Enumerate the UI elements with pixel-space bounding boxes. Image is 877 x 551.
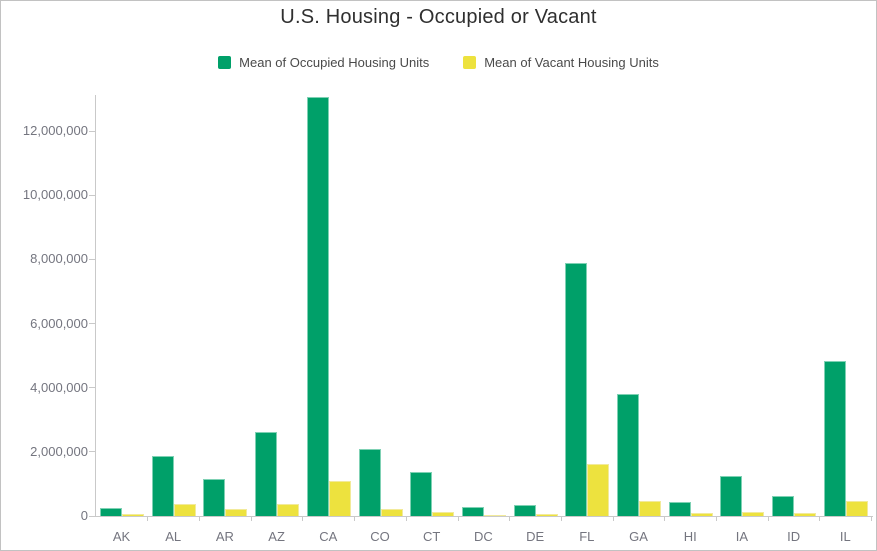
bar-occupied-al[interactable] <box>151 456 174 516</box>
x-label-co: CO <box>370 529 390 544</box>
bar-vacant-ia[interactable] <box>742 512 765 516</box>
x-label-ak: AK <box>112 529 131 544</box>
y-tick-mark-6000000 <box>89 323 95 324</box>
legend-item-occupied[interactable]: Mean of Occupied Housing Units <box>218 55 429 70</box>
bar-occupied-co[interactable] <box>358 449 381 516</box>
legend-label-vacant: Mean of Vacant Housing Units <box>484 55 659 70</box>
x-label-dc: DC <box>474 529 493 544</box>
x-label-ct: CT <box>423 529 441 544</box>
bar-vacant-fl[interactable] <box>587 464 610 516</box>
y-tick-mark-12000000 <box>89 130 95 132</box>
bar-occupied-ca[interactable] <box>306 97 329 516</box>
x-label-fl: FL <box>579 529 595 544</box>
x-label-az: AZ <box>268 529 285 544</box>
bar-vacant-co[interactable] <box>380 509 403 516</box>
x-label-ia: IA <box>735 529 749 544</box>
bar-vacant-ak[interactable] <box>122 514 144 516</box>
bar-vacant-de[interactable] <box>535 514 558 516</box>
legend-label-occupied: Mean of Occupied Housing Units <box>239 55 430 70</box>
y-tick-mark-2000000 <box>89 451 95 453</box>
bar-vacant-ga[interactable] <box>639 501 661 516</box>
x-label-ar: AR <box>215 529 234 544</box>
bar-occupied-az[interactable] <box>255 432 278 516</box>
chart-title: U.S. Housing - Occupied or Vacant <box>280 6 597 28</box>
bar-occupied-il[interactable] <box>823 361 846 516</box>
x-boundary-tick-13 <box>819 516 821 521</box>
bar-occupied-ak[interactable] <box>100 508 122 516</box>
chart-legend: Mean of Occupied Housing Units Mean of V… <box>0 55 877 70</box>
x-label-de: DE <box>526 529 545 544</box>
x-boundary-tick-14 <box>871 516 873 521</box>
y-tick-label-12000000: 12,000,000 <box>22 123 88 138</box>
bar-occupied-ar[interactable] <box>203 479 226 516</box>
x-label-ca: CA <box>319 529 338 544</box>
x-label-il: IL <box>839 529 851 544</box>
bar-vacant-il[interactable] <box>845 501 868 516</box>
x-label-al: AL <box>165 529 182 544</box>
bar-vacant-ct[interactable] <box>432 512 455 516</box>
y-tick-mark-0 <box>89 515 95 517</box>
bar-occupied-hi[interactable] <box>668 502 691 516</box>
bar-occupied-ia[interactable] <box>720 476 743 516</box>
vacant-series-swatch-icon <box>463 56 477 69</box>
y-tick-label-8000000: 8,000,000 <box>30 251 88 267</box>
x-label-hi: HI <box>683 529 697 544</box>
x-boundary-tick-0 <box>147 516 149 521</box>
bar-occupied-dc[interactable] <box>461 507 484 516</box>
bar-occupied-fl[interactable] <box>565 263 588 516</box>
bar-vacant-ar[interactable] <box>225 509 248 516</box>
x-boundary-tick-11 <box>716 516 718 521</box>
y-tick-label-6000000: 6,000,000 <box>30 315 88 331</box>
x-boundary-tick-6 <box>457 516 459 521</box>
x-boundary-tick-8 <box>560 516 562 521</box>
bar-vacant-al[interactable] <box>173 504 196 516</box>
bar-vacant-hi[interactable] <box>690 513 713 516</box>
plot-area: 0 2,000,000 4,000,000 6,000,000 8,000,000 10,… <box>23 95 873 544</box>
legend-item-vacant[interactable]: Mean of Vacant Housing Units <box>463 55 659 70</box>
y-tick-label-0: 0 <box>80 508 88 523</box>
y-tick-label-2000000: 2,000,000 <box>30 443 88 459</box>
x-boundary-tick-7 <box>509 516 511 521</box>
x-boundary-tick-10 <box>664 516 666 521</box>
x-boundary-tick-2 <box>250 516 252 521</box>
y-tick-label-4000000: 4,000,000 <box>30 379 88 395</box>
bar-occupied-de[interactable] <box>513 505 536 516</box>
x-label-ga: GA <box>629 529 648 544</box>
y-tick-mark-4000000 <box>89 387 95 389</box>
bar-occupied-ct[interactable] <box>410 472 433 516</box>
x-boundary-tick-5 <box>405 516 407 521</box>
y-tick-label-10000000: 10,000,000 <box>22 187 88 203</box>
y-tick-mark-10000000 <box>89 194 95 196</box>
x-boundary-tick-1 <box>199 516 201 521</box>
x-boundary-tick-12 <box>767 516 769 521</box>
bar-occupied-ga[interactable] <box>617 394 639 516</box>
x-label-id: ID <box>787 529 801 544</box>
bar-vacant-ca[interactable] <box>328 481 351 516</box>
x-boundary-tick-9 <box>612 516 614 521</box>
x-boundary-tick-4 <box>354 516 356 521</box>
x-boundary-tick-3 <box>302 516 304 521</box>
bar-vacant-id[interactable] <box>794 513 817 516</box>
bar-occupied-id[interactable] <box>772 496 795 516</box>
bar-vacant-dc[interactable] <box>483 515 506 516</box>
occupied-series-swatch-icon <box>218 56 232 69</box>
y-tick-mark-8000000 <box>89 258 95 260</box>
bar-vacant-az[interactable] <box>277 504 300 516</box>
